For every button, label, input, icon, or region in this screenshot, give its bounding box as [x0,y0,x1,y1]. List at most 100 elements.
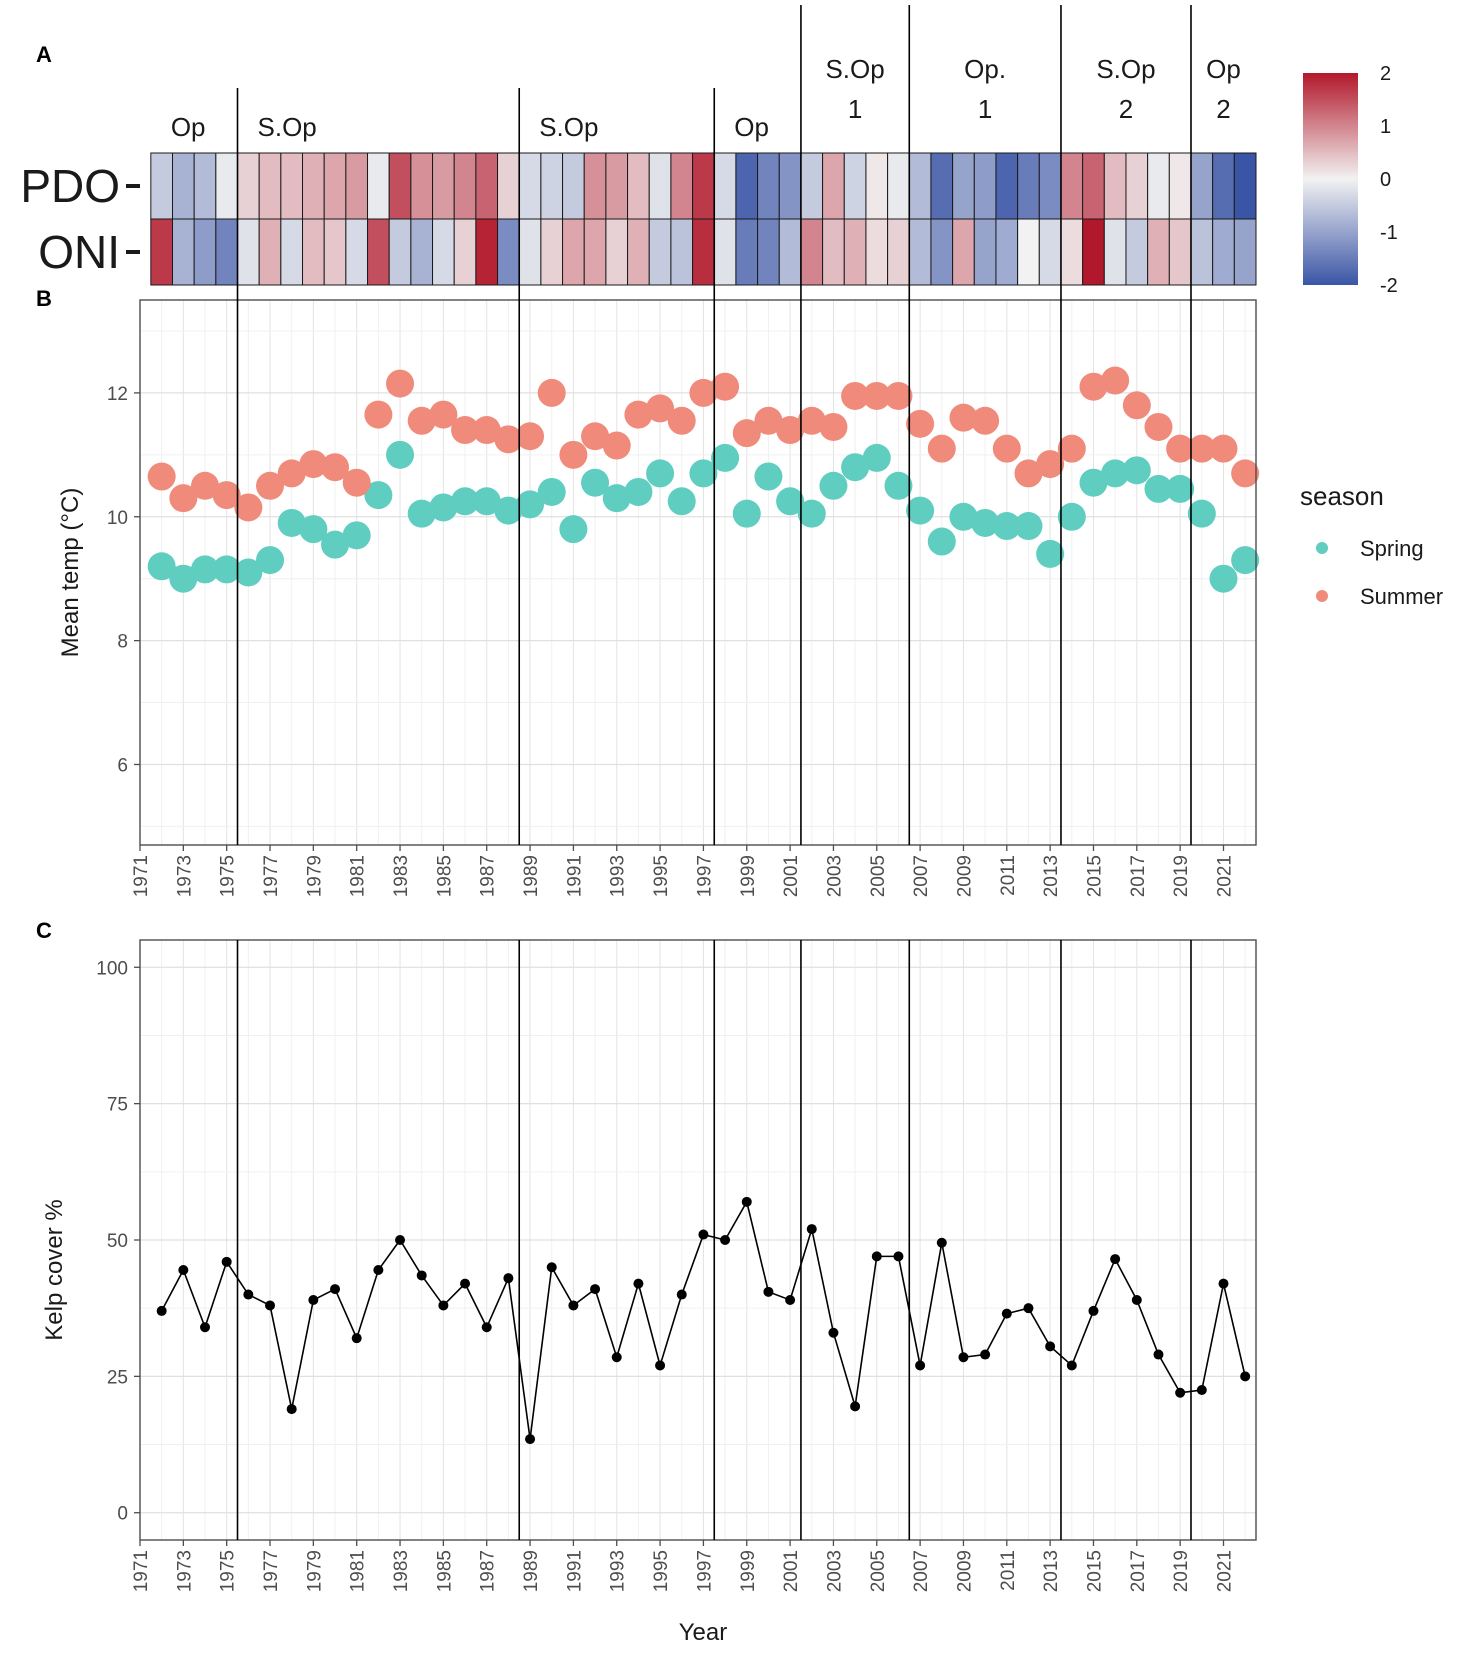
heatmap-cell-pdo-1997 [692,152,715,220]
heatmap-cell-oni-1975 [215,218,239,286]
temp-point-summer [364,400,393,429]
kelp-point [763,1286,774,1297]
temp-point-summer [884,381,913,410]
heatmap-cell-pdo-2019 [1168,152,1192,220]
temp-point-spring [1166,474,1195,503]
heatmap-cell-oni-1994 [627,218,650,286]
kelp-point [438,1300,449,1311]
kelp-point [525,1434,536,1445]
kelp-point [871,1251,882,1262]
kelp-point [1110,1254,1121,1265]
temp-point-summer [646,394,675,423]
temp-point-summer [602,431,631,460]
heatmap-cell-pdo-1984 [410,152,434,220]
heatmap-cell-pdo-2001 [778,152,802,220]
heatmap-cell-pdo-1990 [540,152,564,220]
kelp-xtick-label: 2015 [1084,1550,1105,1592]
heatmap-cell-oni-2003 [822,218,845,286]
heatmap-cell-oni-2011 [995,218,1019,286]
heatmap-cell-oni-2015 [1082,218,1105,286]
panel-label-b: B [36,286,52,311]
kelp-point [1045,1341,1056,1352]
heatmap-cell-pdo-2005 [865,152,889,220]
kelp-point [828,1327,839,1338]
temp-frame [139,299,1257,846]
heatmap-cell-oni-2022 [1233,218,1257,286]
heatmap-cell-oni-1977 [258,218,282,286]
heatmap-cell-pdo-1973 [172,152,195,220]
kelp-point [351,1333,362,1344]
kelp-point [286,1404,297,1415]
temp-xtick-label: 1997 [694,855,715,897]
temp-xtick-label: 1975 [218,855,239,897]
heatmap-cell-oni-2017 [1125,218,1149,286]
temp-y-axis-title: Mean temp (°C) [57,488,84,658]
temp-xtick-label: 2013 [1041,855,1062,897]
kelp-ytick-label: 50 [107,1231,128,1252]
kelp-xtick-label: 2017 [1128,1550,1149,1592]
heatmap-cells [150,152,1257,286]
temp-point-spring [581,468,610,497]
kelp-xtick-label: 1975 [218,1550,239,1592]
phase-labels: Op S.Op S.Op Op S.Op 1 Op. 1 S.Op 2 Op 2 [171,54,1241,142]
kelp-point [893,1251,904,1262]
heatmap-cell-pdo-2004 [843,152,867,220]
phase-label-number: 1 [848,94,862,124]
kelp-point [720,1235,731,1245]
kelp-point [590,1284,601,1295]
heatmap-cell-oni-1996 [670,218,694,286]
heatmap-cell-pdo-2003 [822,152,845,220]
colorbar: 2 1 0 -1 -2 [1303,63,1398,297]
temp-xtick-label: 1991 [564,855,585,897]
temp-xtick-label: 1973 [174,855,195,897]
temp-point-spring [1036,539,1065,568]
kelp-xtick-label: 1977 [261,1550,282,1592]
temp-point-spring [386,440,415,469]
temp-point-summer [1122,391,1151,420]
temp-xtick-label: 1971 [131,855,152,897]
kelp-point [243,1289,254,1300]
temp-point-summer [1079,372,1108,401]
temp-xtick-label: 1993 [608,855,629,897]
legend-label-summer: Summer [1360,584,1443,609]
kelp-point [395,1235,406,1245]
temp-point-summer [1231,459,1260,488]
kelp-point [200,1322,211,1333]
heatmap-cell-oni-1998 [713,218,737,286]
heatmap-cell-pdo-1989 [518,152,542,220]
temp-point-summer [581,422,610,451]
heatmap-cell-oni-2021 [1212,218,1235,286]
heatmap-cell-pdo-2002 [800,152,824,220]
temp-xtick-label: 2011 [998,855,1019,896]
phase-label: S.Op [539,112,598,142]
heatmap-cell-oni-2018 [1147,218,1170,286]
colorbar-tick-label: 0 [1380,169,1391,191]
temp-point-summer [667,406,696,435]
heatmap-cell-oni-1991 [562,218,585,286]
kelp-series [156,1196,1251,1445]
kelp-point [1153,1349,1164,1360]
temp-point-summer [927,434,956,463]
kelp-ytick-label: 0 [117,1504,128,1525]
temp-point-summer [1057,434,1086,463]
colorbar-bar [1303,73,1358,285]
heatmap-cell-pdo-1972 [150,152,174,220]
kelp-point [416,1270,427,1281]
legend-key-spring [1316,542,1328,554]
temp-point-spring [646,459,675,488]
kelp-xtick-label: 1985 [434,1550,455,1592]
kelp-point [633,1278,644,1289]
heatmap-cell-oni-1999 [735,218,759,286]
temp-point-spring [407,499,436,528]
kelp-point [958,1352,969,1363]
temp-point-summer [841,381,870,410]
heatmap-cell-pdo-1988 [497,152,520,220]
heatmap-cell-oni-1992 [583,218,607,286]
kelp-ytick-label: 100 [96,958,128,979]
kelp-point [1240,1371,1251,1382]
heatmap-cell-oni-2010 [973,218,997,286]
heatmap-cell-pdo-2016 [1103,152,1127,220]
heatmap-cell-oni-1980 [323,218,347,286]
heatmap-cell-oni-1976 [237,218,260,286]
heatmap-cell-pdo-1980 [323,152,347,220]
